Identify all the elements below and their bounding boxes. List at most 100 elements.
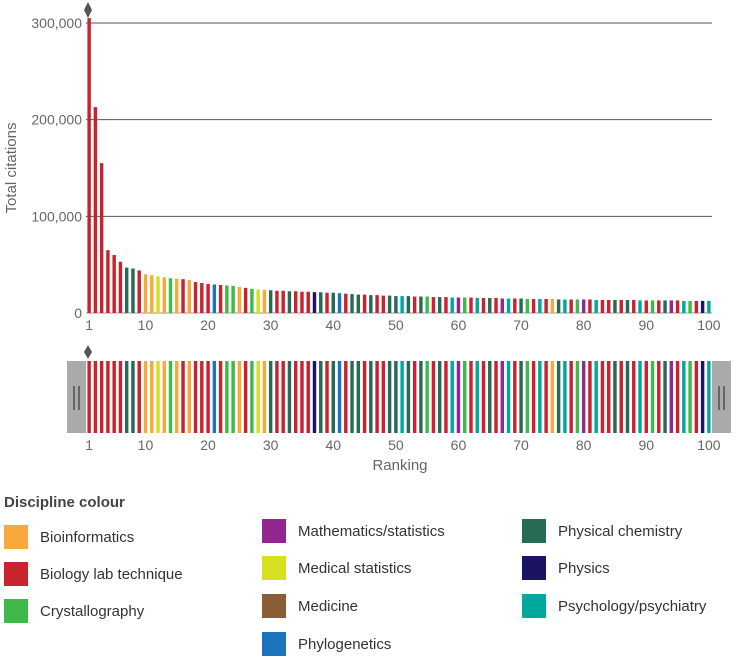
navigator-marker-icon[interactable] (84, 345, 92, 359)
bar-rank-50[interactable] (394, 296, 398, 313)
bar-rank-33[interactable] (287, 291, 292, 313)
bar-rank-100[interactable] (707, 300, 711, 313)
legend-item-psy[interactable]: Psychology/psychiatry (522, 593, 706, 619)
bar-rank-12[interactable] (156, 276, 160, 313)
bar-rank-1[interactable] (87, 18, 91, 314)
bar-rank-38[interactable] (319, 292, 323, 313)
bar-rank-45[interactable] (362, 294, 367, 313)
bar-rank-75[interactable] (550, 298, 555, 313)
bar-rank-82[interactable] (594, 299, 598, 313)
range-marker-icon[interactable] (84, 2, 92, 18)
bar-rank-98[interactable] (694, 300, 699, 313)
bar-rank-6[interactable] (118, 261, 123, 313)
bar-rank-48[interactable] (381, 295, 386, 313)
bar-rank-61[interactable] (463, 297, 467, 313)
bar-rank-51[interactable] (400, 296, 404, 313)
bar-rank-2[interactable] (93, 107, 98, 313)
bar-rank-63[interactable] (475, 298, 479, 313)
bar-rank-67[interactable] (500, 298, 505, 314)
bar-rank-54[interactable] (419, 296, 423, 313)
bar-rank-65[interactable] (488, 298, 492, 313)
bar-rank-72[interactable] (531, 298, 536, 313)
bar-rank-42[interactable] (344, 293, 348, 313)
bar-rank-58[interactable] (444, 297, 448, 313)
bar-rank-34[interactable] (293, 291, 298, 313)
bar-rank-64[interactable] (481, 298, 486, 313)
bar-rank-19[interactable] (200, 283, 204, 313)
bar-rank-88[interactable] (632, 299, 636, 313)
navigator-window[interactable] (86, 361, 712, 433)
bar-rank-3[interactable] (99, 163, 104, 313)
bar-rank-16[interactable] (181, 279, 185, 313)
bar-rank-55[interactable] (425, 296, 429, 313)
bar-rank-29[interactable] (262, 289, 267, 313)
bar-rank-15[interactable] (175, 278, 179, 313)
bar-rank-44[interactable] (356, 294, 361, 313)
bar-rank-14[interactable] (168, 278, 173, 313)
bar-rank-24[interactable] (231, 285, 235, 313)
bar-rank-81[interactable] (588, 299, 592, 313)
bar-rank-4[interactable] (106, 250, 110, 313)
bar-rank-73[interactable] (538, 298, 542, 313)
bar-rank-20[interactable] (206, 284, 210, 313)
bar-rank-32[interactable] (281, 290, 285, 313)
bar-rank-97[interactable] (688, 300, 692, 313)
bar-rank-99[interactable] (700, 300, 705, 313)
bar-rank-92[interactable] (657, 300, 661, 313)
bar-rank-93[interactable] (663, 300, 667, 313)
bar-rank-57[interactable] (437, 297, 442, 313)
bar-rank-56[interactable] (431, 297, 436, 313)
legend-item-phs[interactable]: Physics (522, 555, 610, 581)
bar-rank-31[interactable] (275, 290, 279, 313)
bar-rank-89[interactable] (638, 300, 642, 313)
bar-rank-10[interactable] (143, 274, 148, 313)
bar-rank-23[interactable] (225, 285, 229, 313)
bar-rank-95[interactable] (675, 300, 680, 313)
right-handle-icon[interactable] (718, 386, 725, 410)
bar-rank-94[interactable] (669, 300, 674, 313)
bar-rank-47[interactable] (375, 295, 379, 313)
legend-item-mat[interactable]: Mathematics/statistics (262, 518, 445, 544)
bar-rank-68[interactable] (506, 298, 511, 314)
bar-rank-26[interactable] (243, 287, 248, 313)
bar-rank-74[interactable] (544, 298, 548, 313)
bar-rank-40[interactable] (331, 292, 335, 313)
bar-rank-43[interactable] (350, 294, 354, 313)
legend-item-cry[interactable]: Crystallography (4, 598, 144, 624)
left-handle-icon[interactable] (73, 386, 80, 410)
legend-item-phy[interactable]: Phylogenetics (262, 631, 391, 657)
legend-item-med[interactable]: Medical statistics (262, 555, 411, 581)
bar-rank-84[interactable] (606, 299, 611, 313)
bar-rank-25[interactable] (237, 286, 242, 313)
bar-rank-59[interactable] (450, 297, 454, 313)
bar-rank-8[interactable] (131, 268, 135, 313)
bar-rank-22[interactable] (218, 284, 223, 313)
bar-rank-70[interactable] (519, 298, 523, 314)
bar-rank-86[interactable] (619, 299, 623, 313)
bar-rank-69[interactable] (513, 298, 517, 314)
bar-rank-71[interactable] (525, 298, 530, 313)
bar-rank-79[interactable] (575, 299, 580, 313)
bar-rank-13[interactable] (162, 277, 166, 313)
legend-item-lab[interactable]: Biology lab technique (4, 561, 183, 587)
bar-rank-52[interactable] (406, 296, 411, 313)
bar-rank-5[interactable] (112, 255, 116, 313)
legend-item-pch[interactable]: Physical chemistry (522, 518, 682, 544)
bar-rank-46[interactable] (369, 295, 373, 313)
bar-rank-66[interactable] (494, 298, 498, 313)
bar-rank-83[interactable] (600, 299, 605, 313)
bar-rank-7[interactable] (124, 267, 129, 313)
bar-rank-78[interactable] (569, 299, 573, 313)
bar-rank-41[interactable] (337, 293, 342, 313)
bar-rank-60[interactable] (456, 297, 461, 313)
bar-rank-49[interactable] (387, 295, 392, 313)
bar-rank-9[interactable] (137, 270, 141, 313)
bar-rank-85[interactable] (613, 299, 617, 313)
bar-rank-18[interactable] (193, 282, 198, 313)
bar-rank-30[interactable] (268, 290, 273, 313)
bar-rank-80[interactable] (581, 299, 586, 313)
bar-rank-39[interactable] (325, 292, 329, 313)
bar-rank-36[interactable] (306, 291, 310, 313)
bar-rank-21[interactable] (212, 284, 217, 313)
bar-rank-77[interactable] (563, 299, 567, 313)
